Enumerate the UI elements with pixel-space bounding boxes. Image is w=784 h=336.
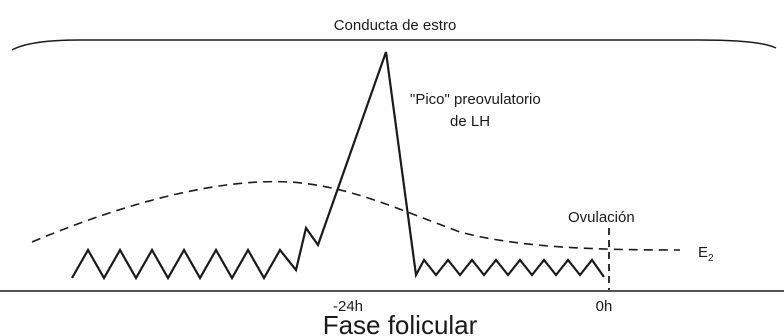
tick-label-0h: 0h	[596, 298, 613, 315]
estrus-bracket	[11, 39, 777, 51]
ovulation-label: Ovulación	[568, 209, 635, 226]
estradiol-curve	[31, 180, 681, 251]
estradiol-subscript: 2	[708, 253, 714, 264]
lh-surge-label-line2: de LH	[450, 113, 490, 130]
tick-label-minus-24h: -24h	[333, 298, 363, 315]
lh-surge-label: "Pico" preovulatorio	[410, 91, 541, 108]
estradiol-label: E2	[698, 244, 714, 264]
x-axis-label: Fase folicular	[323, 310, 478, 336]
lh-pulse-curve	[71, 51, 605, 281]
diagram-title: Conducta de estro	[334, 17, 457, 34]
